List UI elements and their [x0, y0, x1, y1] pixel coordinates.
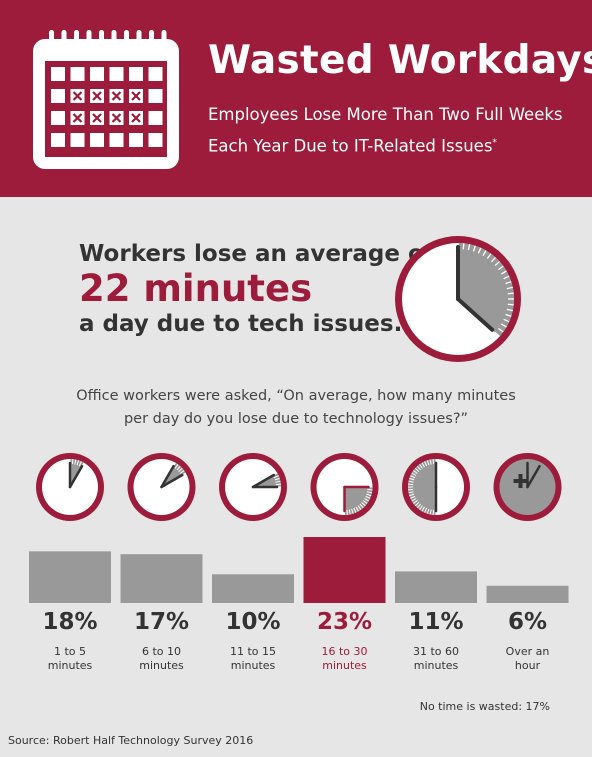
range-clock-icon — [310, 453, 379, 521]
bar-value-label: 18% — [42, 609, 98, 635]
bar-2 — [120, 554, 203, 603]
hero-line-3: a day due to tech issues. — [79, 311, 403, 337]
range-clock-icon — [219, 453, 287, 521]
question-line-1: Office workers were asked, “On average, … — [76, 388, 516, 404]
subtitle-line-2: Each Year Due to IT-Related Issues — [208, 136, 493, 156]
question-line-2: per day do you lose due to technology is… — [123, 411, 469, 427]
bar-5 — [395, 571, 477, 603]
clock-icon — [395, 236, 521, 362]
bar-6 — [486, 585, 569, 603]
bar-4 — [303, 537, 386, 603]
page-title: Wasted Workdays — [208, 38, 592, 83]
bar-value-label: 23% — [316, 609, 373, 635]
range-clock-icon — [127, 453, 196, 521]
bar-value-label: 6% — [507, 609, 548, 635]
wasted-time-sector — [458, 243, 514, 337]
category-label: Over an hour — [505, 645, 550, 672]
no-time-wasted-note: No time is wasted: 17% — [419, 700, 550, 713]
category-label: 16 to 30 minutes — [321, 645, 368, 672]
category-label: 1 to 5 minutes — [47, 645, 93, 672]
page-subtitle: Employees Lose More Than Two Full Weeks … — [208, 100, 588, 161]
category-label: 6 to 10 minutes — [139, 645, 184, 672]
header-banner: Wasted Workdays Employees Lose More Than… — [0, 0, 592, 197]
range-clock-icon — [36, 453, 104, 521]
bar-1 — [29, 551, 111, 603]
range-clock-icon — [493, 453, 562, 521]
hero-line-1: Workers lose an average of — [79, 241, 434, 267]
bar-value-label: 17% — [133, 609, 190, 635]
footnote-mark: * — [492, 138, 497, 148]
bar-3 — [212, 574, 294, 603]
bar-value-label: 11% — [408, 609, 464, 635]
source-citation: Source: Robert Half Technology Survey 20… — [8, 734, 254, 747]
category-label: 31 to 60 minutes — [412, 645, 460, 672]
category-label: 11 to 15 minutes — [229, 645, 277, 672]
hero-line-2: 22 minutes — [79, 267, 313, 310]
calendar-icon — [33, 30, 179, 169]
range-clock-icon — [402, 453, 470, 521]
survey-question: Office workers were asked, “On average, … — [40, 385, 552, 431]
hero-stat: Workers lose an average of 22 minutes a … — [79, 241, 434, 337]
subtitle-line-1: Employees Lose More Than Two Full Weeks — [208, 105, 563, 124]
bar-value-label: 10% — [225, 609, 281, 635]
